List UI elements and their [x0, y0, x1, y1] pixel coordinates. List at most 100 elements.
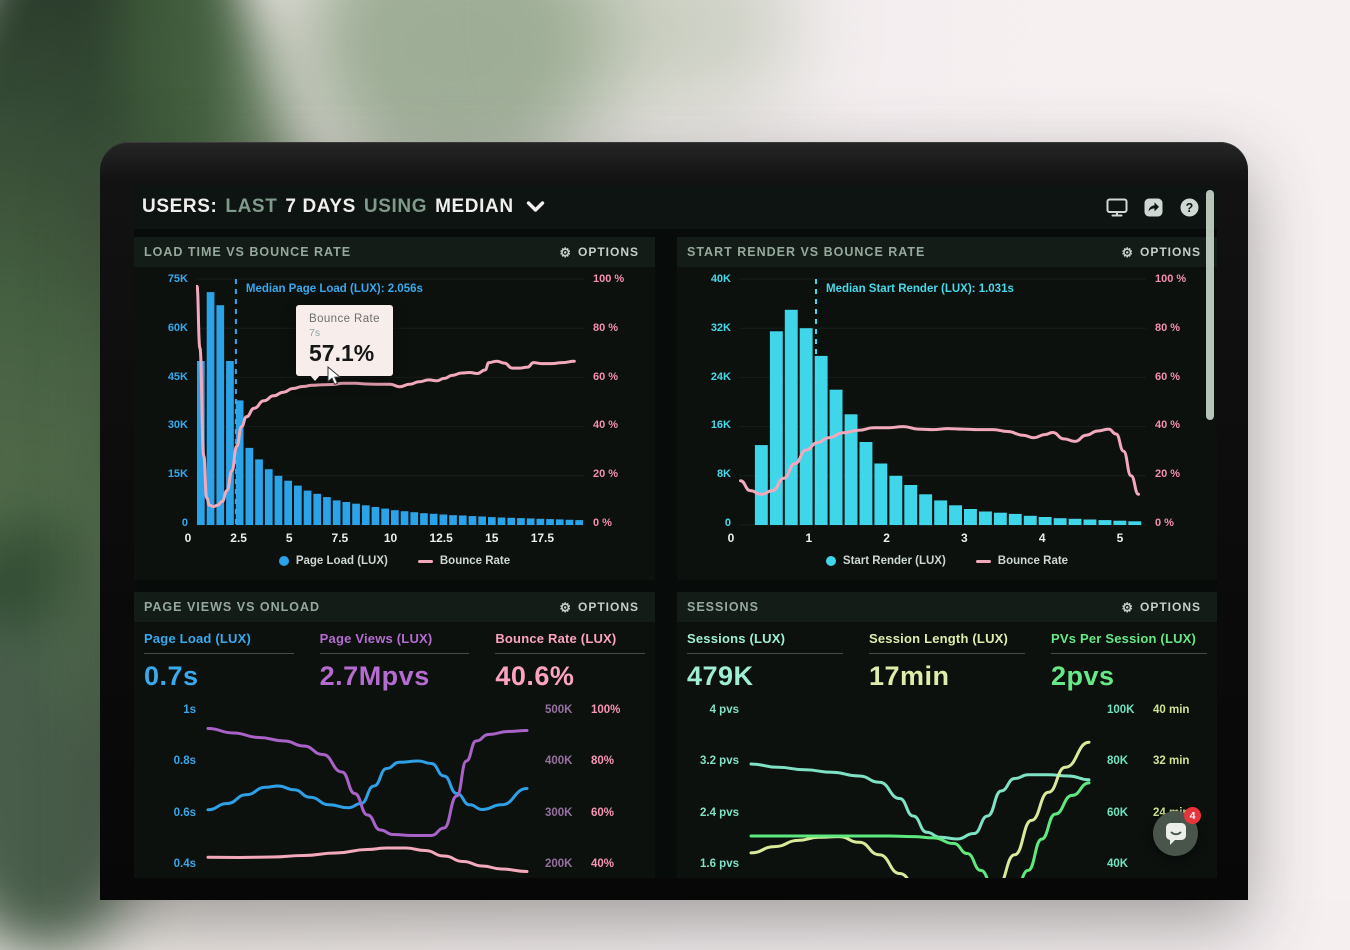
metric-underline — [319, 653, 470, 654]
series-line — [749, 740, 1091, 878]
y-axis-tick: 60 % — [1155, 370, 1181, 383]
gear-icon: ⚙ — [559, 244, 572, 260]
options-button[interactable]: ⚙ OPTIONS — [553, 599, 645, 615]
histogram-bar — [575, 520, 583, 525]
y-axis-right: 500K 100% 400K 80% 300K 60% 200K 40% — [535, 700, 645, 870]
tooltip-value: 57.1% — [309, 340, 375, 366]
share-icon — [1144, 198, 1162, 216]
display-settings-button[interactable] — [1105, 196, 1129, 218]
scrollbar-thumb[interactable] — [1206, 190, 1214, 420]
y-axis-tick-row: 40K — [1107, 858, 1207, 870]
y-axis-tick-row: 200K 40% — [545, 858, 645, 870]
legend-item[interactable]: Start Render (LUX) — [825, 555, 946, 567]
histogram-bar — [964, 509, 977, 525]
histogram-bar — [1038, 517, 1052, 525]
histogram-bar — [381, 508, 389, 525]
panel-title: PAGE VIEWS VS ONLOAD — [144, 600, 321, 614]
metric-sessions: Sessions (LUX) 479K — [687, 631, 843, 692]
metric-session-length: Session Length (LUX) 17min — [869, 631, 1025, 692]
share-button[interactable] — [1141, 196, 1165, 218]
y-axis-tick: 24K — [710, 370, 731, 383]
y-axis-tick: 60% — [591, 806, 615, 819]
histogram-bar — [216, 305, 225, 525]
panel-header: PAGE VIEWS VS ONLOAD ⚙ OPTIONS — [134, 592, 655, 622]
histogram-bar — [274, 475, 283, 525]
x-axis-tick: 17.5 — [530, 531, 555, 545]
y-axis-left: 75K 60K 45K 30K 15K 0 — [144, 271, 196, 529]
y-axis-tick: 300K — [545, 806, 573, 819]
chat-widget-button[interactable]: 4 — [1153, 807, 1201, 856]
histogram-bar — [410, 512, 419, 525]
metric-underline — [1051, 653, 1207, 654]
options-button[interactable]: ⚙ OPTIONS — [553, 244, 645, 260]
y-axis-tick: 1s — [183, 704, 196, 716]
chart-load-time: 75K 60K 45K 30K 15K 0 Median Page Load (LUX):… — [144, 271, 645, 529]
x-axis-tick: 15 — [485, 531, 499, 545]
histogram-bar — [400, 511, 409, 525]
header-word: 7 DAYS — [285, 196, 356, 217]
help-button[interactable]: ? — [1177, 196, 1201, 218]
plant-leaf — [545, 0, 795, 120]
histogram-bar — [769, 331, 783, 525]
histogram-bar — [874, 463, 888, 525]
histogram-bar — [478, 516, 486, 525]
legend-item[interactable]: Bounce Rate — [417, 555, 510, 567]
histogram-bar — [488, 517, 496, 525]
y-axis-tick: 4 pvs — [709, 704, 739, 716]
gear-icon: ⚙ — [559, 599, 572, 615]
histogram-bar — [361, 505, 370, 525]
y-axis-tick: 40% — [591, 857, 615, 870]
panel-load-time-vs-bounce-rate: LOAD TIME VS BOUNCE RATE ⚙ OPTIONS 75K 60… — [134, 237, 655, 580]
histogram-bar — [458, 515, 467, 525]
x-axis: 0 1 2 3 4 5 — [728, 531, 1155, 549]
y-axis-tick: 15K — [167, 468, 188, 481]
metric-value: 479K — [687, 661, 754, 691]
metric-label: Bounce Rate (LUX) — [495, 631, 617, 646]
histogram-bar — [245, 447, 254, 525]
panel-title: START RENDER VS BOUNCE RATE — [687, 245, 926, 259]
x-axis-tick: 7.5 — [331, 531, 349, 545]
y-axis-tick: 60 % — [593, 370, 619, 383]
y-axis-tick: 0 % — [593, 516, 612, 529]
histogram-bar — [1113, 520, 1127, 525]
histogram-bar — [844, 414, 858, 525]
histogram-bar — [536, 518, 545, 525]
x-axis: 0 2.5 5 7.5 10 12.5 15 17.5 — [185, 531, 593, 549]
histogram-bar — [449, 515, 457, 525]
y-axis-tick: 400K — [545, 755, 573, 768]
legend-item[interactable]: Bounce Rate — [975, 555, 1068, 567]
plot-area: Median Start Render (LUX): 1.031s — [739, 271, 1146, 529]
histogram-bar — [555, 519, 564, 525]
metrics-row: Sessions (LUX) 479K Session Length (LUX)… — [677, 622, 1217, 694]
metric-underline — [687, 653, 843, 654]
y-axis-tick: 0.8s — [173, 755, 196, 768]
dashboard-header: USERS: LAST 7 DAYS USING MEDIAN — [134, 185, 1217, 229]
x-axis-tick: 4 — [1038, 531, 1046, 545]
y-axis-tick: 0 — [181, 516, 188, 529]
y-axis-tick: 40K — [710, 273, 731, 285]
histogram-bar — [206, 292, 215, 525]
plot-area: Median Page Load (LUX): 2.056s — [196, 271, 584, 529]
histogram-bar — [284, 480, 292, 525]
series-line — [749, 781, 1091, 878]
series-line — [206, 759, 529, 812]
histogram-bar — [507, 517, 516, 525]
panel-header: LOAD TIME VS BOUNCE RATE ⚙ OPTIONS — [134, 237, 655, 267]
gear-icon: ⚙ — [1121, 244, 1134, 260]
y-axis-left: 4 pvs 3.2 pvs 2.4 pvs 1.6 pvs — [687, 700, 747, 870]
histogram-bar — [323, 497, 331, 525]
metric-label: Session Length (LUX) — [869, 631, 1009, 646]
metric-value: 2pvs — [1051, 661, 1115, 691]
users-filter-dropdown[interactable]: USERS: LAST 7 DAYS USING MEDIAN — [142, 196, 545, 218]
y-axis-tick: 200K — [545, 857, 573, 870]
legend-label: Page Load (LUX) — [295, 555, 388, 567]
bounce-rate-line — [739, 425, 1140, 496]
panel-page-views-vs-onload: PAGE VIEWS VS ONLOAD ⚙ OPTIONS Page Load… — [134, 592, 655, 878]
chart-start-render: 40K 32K 24K 16K 8K 0 Median Start Render (LUX… — [687, 271, 1207, 529]
legend-item[interactable]: Page Load (LUX) — [278, 555, 388, 567]
histogram-bar — [799, 328, 813, 525]
histogram-bar — [497, 517, 506, 525]
histogram-bar — [342, 502, 351, 525]
options-button[interactable]: ⚙ OPTIONS — [1115, 244, 1207, 260]
options-button[interactable]: ⚙ OPTIONS — [1115, 599, 1207, 615]
